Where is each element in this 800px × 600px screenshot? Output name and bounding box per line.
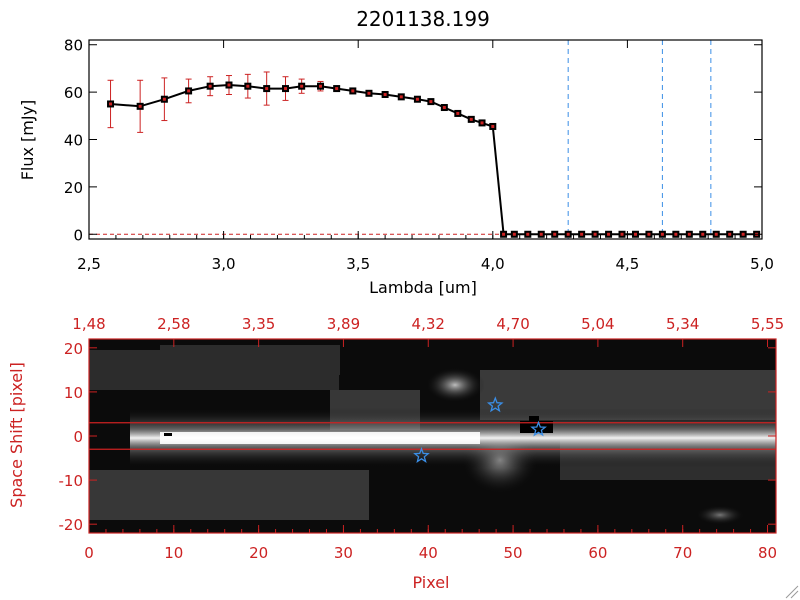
flux-point-core-29 <box>580 232 584 236</box>
image-x-tick-label-6: 60 <box>588 544 607 562</box>
image-top-tick-label-7: 5,34 <box>666 315 699 333</box>
spectrum-image <box>89 339 776 533</box>
flux-point-core-36 <box>674 232 678 236</box>
flux-point-core-34 <box>647 232 651 236</box>
flux-point-core-40 <box>728 232 732 236</box>
flux-point-core-3 <box>187 89 191 93</box>
flux-point-core-12 <box>351 89 355 93</box>
spectrum-x-tick-label-0: 2,5 <box>77 255 101 273</box>
flux-series-line <box>110 83 757 236</box>
image-x-tick-label-8: 80 <box>758 544 777 562</box>
image-y-tick-label-3: 10 <box>64 384 83 402</box>
spectrum-x-tick-label-5: 5,0 <box>750 255 774 273</box>
flux-point-core-0 <box>109 102 113 106</box>
spectrum-y-tick-label-1: 20 <box>64 179 83 197</box>
spectrum-x-ticks: 2,5 3,0 3,5 4,0 4,5 5,0 <box>77 40 774 273</box>
spectrum-y-tick-label-4: 80 <box>64 37 83 55</box>
spectrum-panel: 2201138.199 2,5 3,0 3,5 4,0 4,5 5,0 0 20 40 60 80… <box>18 7 774 297</box>
flux-point-core-27 <box>553 232 557 236</box>
flux-point-core-31 <box>607 232 611 236</box>
image-x-tick-label-7: 70 <box>673 544 692 562</box>
flux-point-core-4 <box>208 84 212 88</box>
flux-point-core-17 <box>429 100 433 104</box>
spectrum-x-tick-label-3: 4,0 <box>481 255 505 273</box>
spectrum-title: 2201138.199 <box>356 7 490 31</box>
image-y-tick-label-2: 0 <box>73 428 83 446</box>
flux-point-core-28 <box>566 232 570 236</box>
spectrum-y-tick-label-3: 60 <box>64 84 83 102</box>
image-x-tick-label-5: 50 <box>504 544 523 562</box>
flux-point-core-35 <box>660 232 664 236</box>
flux-point-core-10 <box>319 84 323 88</box>
spectrum-y-ticks: 0 20 40 60 80 <box>64 37 762 244</box>
image-x-tick-label-3: 30 <box>334 544 353 562</box>
flux-point-core-23 <box>502 232 506 236</box>
image-x-tick-label-1: 10 <box>164 544 183 562</box>
star-marker-icon-2 <box>530 420 547 437</box>
flux-point-core-21 <box>480 121 484 125</box>
flux-point-core-5 <box>227 83 231 87</box>
flux-point-core-8 <box>284 87 288 91</box>
image-top-tick-label-4: 4,32 <box>412 315 445 333</box>
flux-point-core-11 <box>335 87 339 91</box>
star-marker-icon-1 <box>486 396 504 413</box>
image-top-tick-label-3: 3,89 <box>327 315 360 333</box>
spectrum-y-tick-label-0: 0 <box>73 226 83 244</box>
spectrum-x-tick-label-2: 3,5 <box>346 255 370 273</box>
spectrum-y-label: Flux [mJy] <box>18 100 37 181</box>
flux-point-core-16 <box>415 97 419 101</box>
flux-point-core-33 <box>633 232 637 236</box>
flux-point-core-26 <box>539 232 543 236</box>
flux-point-core-38 <box>701 232 705 236</box>
spectrum-y-tick-label-2: 40 <box>64 132 83 150</box>
flux-point-core-18 <box>442 106 446 110</box>
image-x-tick-label-2: 20 <box>249 544 268 562</box>
flux-point-core-14 <box>383 92 387 96</box>
star-marker-icon-0 <box>413 446 430 463</box>
flux-point-core-22 <box>491 124 495 128</box>
flux-point-core-32 <box>620 232 624 236</box>
image-panel: 0 10 20 30 40 50 60 70 80 1,48 2,58 3,35 3,89 4,32 4,… <box>7 315 784 592</box>
image-x-tick-label-4: 40 <box>419 544 438 562</box>
flux-point-core-9 <box>300 84 304 88</box>
resize-grip-icon[interactable] <box>785 585 799 599</box>
flux-point-core-6 <box>246 84 250 88</box>
flux-point-core-37 <box>687 232 691 236</box>
source-markers <box>413 396 547 463</box>
spectrum-marks <box>89 40 762 239</box>
image-y-tick-label-1: -10 <box>59 472 84 490</box>
spectrum-plot-frame <box>88 39 763 240</box>
flux-point-core-13 <box>367 91 371 95</box>
image-top-tick-label-5: 4,70 <box>496 315 529 333</box>
image-y-tick-label-4: 20 <box>64 340 83 358</box>
image-top-tick-label-6: 5,04 <box>581 315 614 333</box>
image-top-wavelength-ticks: 1,48 2,58 3,35 3,89 4,32 4,70 5,04 5,34 5,55 <box>72 315 784 347</box>
image-top-tick-label-0: 1,48 <box>72 315 105 333</box>
spectrum-x-label: Lambda [um] <box>369 278 477 297</box>
flux-point-core-15 <box>399 95 403 99</box>
spectrum-x-tick-label-1: 3,0 <box>212 255 236 273</box>
image-y-label: Space Shift [pixel] <box>7 362 26 508</box>
flux-point-core-19 <box>456 111 460 115</box>
flux-point-core-41 <box>741 232 745 236</box>
image-y-tick-label-0: -20 <box>59 516 84 534</box>
image-x-label: Pixel <box>412 573 449 592</box>
flux-point-core-25 <box>526 232 530 236</box>
flux-point-core-24 <box>512 232 516 236</box>
flux-point-core-20 <box>469 117 473 121</box>
flux-point-core-2 <box>162 97 166 101</box>
image-x-tick-label-0: 0 <box>84 544 94 562</box>
flux-point-core-30 <box>593 232 597 236</box>
flux-point-core-1 <box>138 104 142 108</box>
image-top-tick-label-8: 5,55 <box>751 315 784 333</box>
spectrum-x-tick-label-4: 4,5 <box>615 255 639 273</box>
image-top-tick-label-1: 2,58 <box>157 315 190 333</box>
image-top-tick-label-2: 3,35 <box>242 315 275 333</box>
image-y-ticks: -20 -10 0 10 20 <box>59 340 776 534</box>
image-x-ticks: 0 10 20 30 40 50 60 70 80 <box>84 525 777 562</box>
flux-point-core-39 <box>714 232 718 236</box>
flux-point-core-7 <box>265 87 269 91</box>
